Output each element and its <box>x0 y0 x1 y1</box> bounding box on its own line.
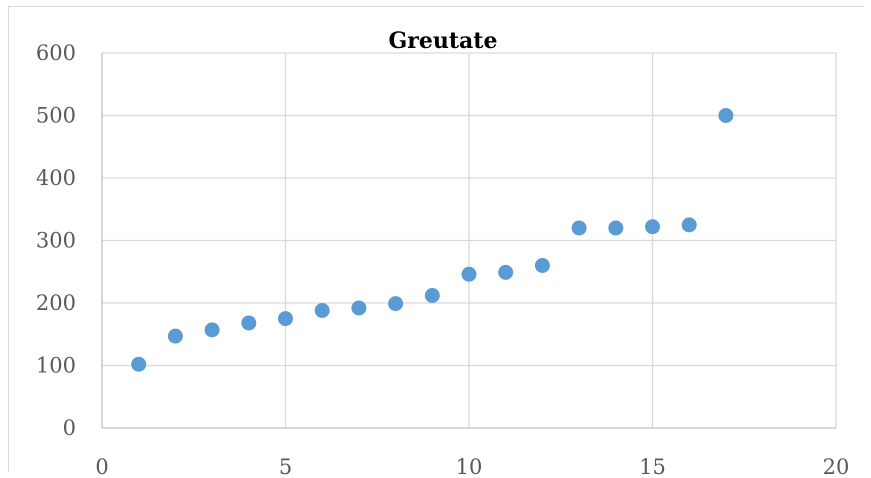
x-tick-label: 0 <box>95 455 108 478</box>
x-tick-label: 5 <box>279 455 292 478</box>
data-point <box>204 322 220 338</box>
data-point <box>167 328 183 344</box>
x-tick-label: 15 <box>639 455 666 478</box>
data-point <box>608 220 624 236</box>
data-point <box>278 311 293 327</box>
y-tick-label: 400 <box>36 166 76 190</box>
data-point <box>424 288 440 303</box>
grid-lines <box>102 52 837 428</box>
data-point <box>534 258 550 273</box>
data-points <box>131 108 734 372</box>
y-tick-label: 200 <box>36 291 76 315</box>
data-point <box>461 266 477 282</box>
data-point <box>681 217 697 233</box>
y-tick-label: 0 <box>63 416 76 440</box>
data-point <box>314 303 330 318</box>
y-tick-label: 300 <box>36 229 76 253</box>
y-tick-label: 500 <box>36 104 76 128</box>
chart-frame <box>8 6 864 472</box>
data-point <box>388 296 404 312</box>
y-tick-label: 600 <box>36 41 76 65</box>
axes <box>101 53 836 429</box>
y-tick-labels: 0 100 200 300 400 500 600 <box>36 41 76 440</box>
x-tick-labels: 0 5 10 15 20 <box>95 455 849 478</box>
data-point <box>718 108 734 123</box>
data-point <box>241 315 257 331</box>
x-tick-label: 10 <box>456 455 483 478</box>
data-point <box>131 356 147 372</box>
data-point <box>571 220 587 236</box>
data-point <box>498 264 514 280</box>
x-tick-label: 20 <box>823 455 850 478</box>
data-point <box>645 219 660 235</box>
chart-title: Greutate <box>389 28 498 54</box>
data-point <box>351 300 367 316</box>
y-tick-label: 100 <box>36 354 76 378</box>
